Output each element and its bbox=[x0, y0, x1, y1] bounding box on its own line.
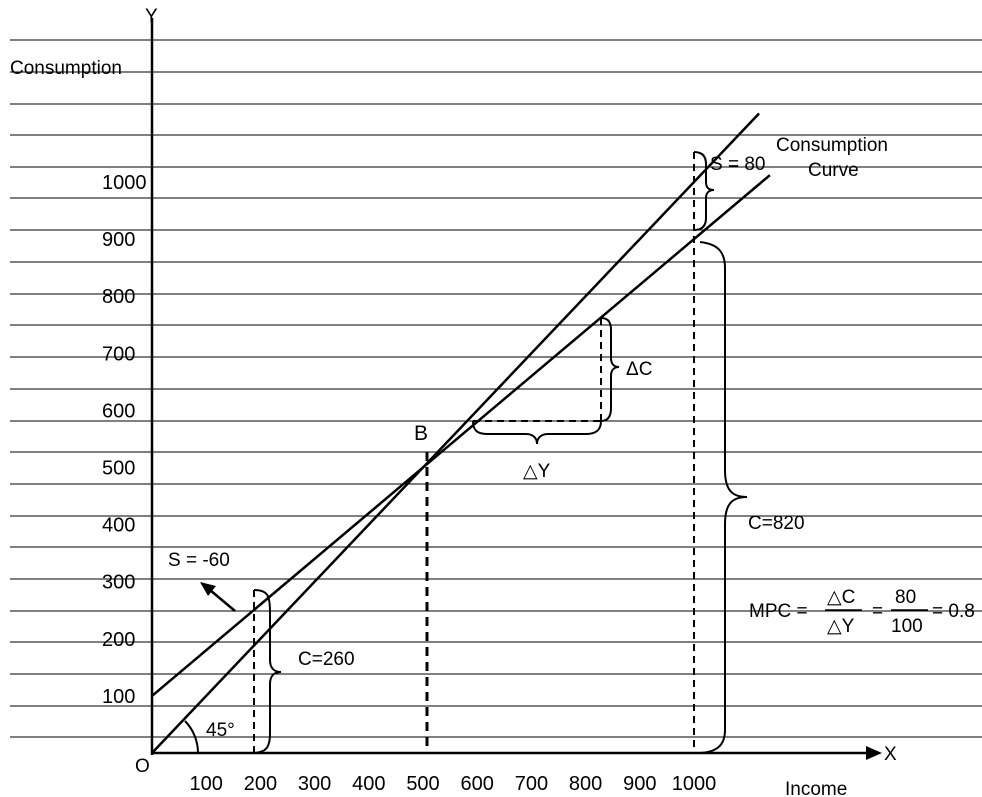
series-layer bbox=[151, 112, 771, 754]
origin-label: O bbox=[135, 756, 150, 777]
y-tick-label: 800 bbox=[102, 286, 135, 308]
x-tick-label: 600 bbox=[461, 773, 494, 795]
mpc-num2: 80 bbox=[895, 587, 916, 608]
y-tick-label: 500 bbox=[102, 458, 135, 480]
y-axis-title: Consumption bbox=[10, 58, 122, 79]
brace-delta-y bbox=[472, 420, 602, 445]
delta-y-label: △Y bbox=[523, 461, 551, 482]
curve-label-line2: Curve bbox=[808, 160, 859, 181]
y-tick-label: 900 bbox=[102, 229, 135, 251]
mpc-num1: △C bbox=[827, 587, 855, 608]
angle-arc bbox=[184, 720, 199, 754]
x-tick-label: 200 bbox=[244, 773, 277, 795]
x-axis-arrowhead bbox=[866, 746, 882, 760]
saving-high-label: S = 80 bbox=[710, 154, 765, 175]
brace-c-820 bbox=[699, 241, 748, 754]
y-tick-label: 1000 bbox=[102, 172, 147, 194]
x-tick-label: 700 bbox=[515, 773, 548, 795]
brace-c-260 bbox=[253, 589, 282, 754]
mpc-prefix: MPC = bbox=[749, 601, 808, 622]
x-tick-label: 500 bbox=[406, 773, 439, 795]
horizontal-grid-lines bbox=[10, 39, 982, 738]
series-45-degree-line bbox=[151, 112, 760, 754]
x-tick-label: 400 bbox=[352, 773, 385, 795]
brace-delta-c bbox=[600, 317, 620, 422]
angle-label: 45° bbox=[206, 720, 235, 741]
saving-low-arrowhead bbox=[200, 582, 216, 596]
point-b-label: B bbox=[414, 422, 428, 445]
x-tick-labels: 100 200 300 400 500 600 700 800 900 1000 bbox=[190, 773, 717, 795]
y-tick-label: 600 bbox=[102, 400, 135, 422]
mpc-den1: △Y bbox=[827, 616, 855, 637]
y-tick-label: 100 bbox=[102, 686, 135, 708]
mpc-result: = 0.8 bbox=[932, 601, 975, 622]
y-tick-labels: 100 200 300 400 500 600 700 800 900 1000 bbox=[102, 172, 147, 708]
consumption-high-label: C=820 bbox=[748, 513, 805, 534]
x-tick-label: 100 bbox=[190, 773, 223, 795]
y-tick-label: 300 bbox=[102, 572, 135, 594]
y-tick-label: 700 bbox=[102, 343, 135, 365]
x-tick-label: 300 bbox=[298, 773, 331, 795]
curve-label-line1: Consumption bbox=[776, 135, 888, 156]
mpc-eq: = bbox=[872, 601, 883, 622]
y-tick-label: 200 bbox=[102, 629, 135, 651]
x-axis-title: Income bbox=[785, 779, 847, 797]
x-tick-label: 800 bbox=[569, 773, 602, 795]
x-axis-letter: X bbox=[884, 744, 897, 765]
x-tick-label: 900 bbox=[623, 773, 656, 795]
mpc-formula: MPC = △C △Y = 80 100 = 0.8 bbox=[749, 587, 975, 637]
y-axis-letter: Y bbox=[145, 6, 158, 27]
y-tick-label: 400 bbox=[102, 515, 135, 537]
consumption-low-label: C=260 bbox=[298, 649, 355, 670]
series-consumption-curve bbox=[151, 174, 771, 697]
brace-s-80 bbox=[693, 151, 715, 231]
mpc-den2: 100 bbox=[891, 616, 923, 637]
x-tick-label: 1000 bbox=[672, 773, 717, 795]
saving-low-arrow bbox=[209, 589, 236, 612]
delta-c-label: ΔC bbox=[626, 359, 652, 380]
saving-low-label: S = -60 bbox=[168, 550, 230, 571]
